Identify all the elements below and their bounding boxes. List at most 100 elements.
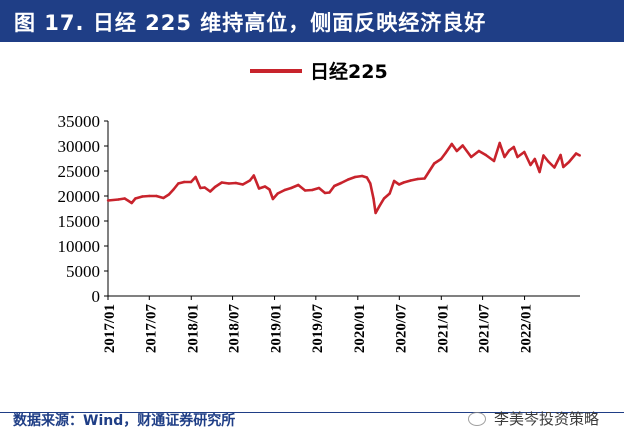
x-tick-label: 2018/07 [227, 304, 243, 354]
x-tick-label: 2021/01 [435, 304, 451, 353]
data-point [529, 163, 532, 167]
data-point [516, 155, 519, 159]
data-point [148, 194, 151, 198]
data-point [433, 162, 436, 165]
y-tick-label: 0 [92, 287, 101, 306]
legend-label: 日经225 [310, 60, 388, 83]
data-point [498, 141, 501, 145]
data-point [155, 194, 158, 198]
data-point [512, 145, 515, 149]
watermark-text: 李美岑投资策略 [494, 410, 600, 428]
data-point [189, 180, 193, 184]
data-point [194, 175, 197, 179]
data-point [507, 149, 511, 152]
y-tick-label: 30000 [58, 137, 101, 156]
data-point [203, 186, 206, 189]
data-point [220, 181, 223, 184]
data-point [333, 184, 336, 188]
data-point [455, 149, 458, 153]
data-point [409, 179, 412, 182]
data-point [209, 190, 212, 193]
data-point [177, 182, 180, 185]
data-point [311, 188, 314, 192]
data-point [461, 144, 464, 147]
data-point [374, 211, 377, 215]
data-point [227, 182, 231, 185]
data-point [167, 193, 171, 196]
x-tick-label: 2017/01 [102, 304, 118, 353]
y-tick-label: 25000 [58, 162, 101, 181]
data-point [263, 185, 267, 188]
data-point [271, 197, 275, 201]
series-line [107, 141, 581, 215]
data-point [317, 186, 321, 190]
data-point [183, 180, 186, 184]
data-point [241, 183, 244, 186]
data-point [428, 169, 431, 173]
source-divider [0, 412, 624, 413]
x-tick-label: 2018/01 [185, 304, 201, 353]
data-point [423, 177, 426, 180]
data-point [378, 204, 381, 208]
data-point [470, 155, 473, 159]
y-tick-label: 20000 [58, 187, 101, 206]
data-point [141, 195, 144, 198]
figure-title-bar: 图 17. 日经 225 维持高位，侧面反映经济良好 [0, 0, 624, 42]
data-point [402, 181, 405, 184]
data-point [134, 197, 137, 200]
x-tick-label: 2022/01 [519, 304, 535, 353]
data-point [252, 174, 255, 177]
data-point [172, 188, 175, 191]
data-point [213, 185, 217, 189]
data-point [492, 159, 496, 163]
data-point [248, 179, 252, 182]
x-tick-label: 2021/07 [477, 304, 493, 354]
data-point [323, 191, 327, 195]
data-point [533, 157, 536, 161]
data-point [328, 191, 331, 194]
y-tick-label: 10000 [58, 237, 101, 256]
watermark: 李美岑投资策略 [468, 408, 599, 429]
data-point [392, 179, 396, 183]
x-tick-label: 2020/01 [352, 304, 368, 353]
data-point [199, 186, 202, 190]
data-point [276, 192, 279, 195]
data-point [162, 196, 165, 200]
data-point [130, 201, 133, 205]
data-point [416, 177, 419, 181]
data-point [388, 192, 391, 195]
data-point [553, 166, 556, 169]
data-point [365, 176, 369, 179]
data-point [372, 197, 375, 200]
data-point [360, 174, 364, 178]
x-tick-label: 2019/07 [310, 304, 326, 354]
data-point [369, 182, 372, 185]
data-point [574, 152, 578, 155]
data-point [123, 197, 126, 200]
data-point [268, 188, 271, 191]
data-point [484, 153, 487, 157]
data-point [559, 153, 562, 157]
data-point [444, 151, 447, 155]
wechat-icon [468, 411, 486, 426]
data-point [353, 175, 357, 179]
data-point [234, 181, 237, 185]
y-tick-label: 5000 [66, 262, 100, 281]
data-point [538, 170, 541, 174]
data-point [283, 188, 286, 192]
data-point [347, 178, 350, 181]
data-point [303, 189, 307, 192]
y-tick-label: 15000 [58, 212, 101, 231]
data-point [477, 149, 481, 153]
data-point [578, 154, 581, 157]
data-point [547, 160, 550, 163]
data-point [503, 155, 506, 159]
data-point [562, 165, 565, 169]
data-point [542, 154, 545, 157]
data-point [106, 199, 110, 202]
nikkei-line-chart: 0 5000 10000 15000 20000 25000 30000 35000 2017/… [58, 60, 581, 354]
data-point [397, 183, 401, 186]
source-note: 数据来源：Wind，财通证券研究所 [13, 413, 236, 429]
data-point [339, 181, 343, 185]
x-tick-label: 2019/01 [269, 304, 285, 353]
